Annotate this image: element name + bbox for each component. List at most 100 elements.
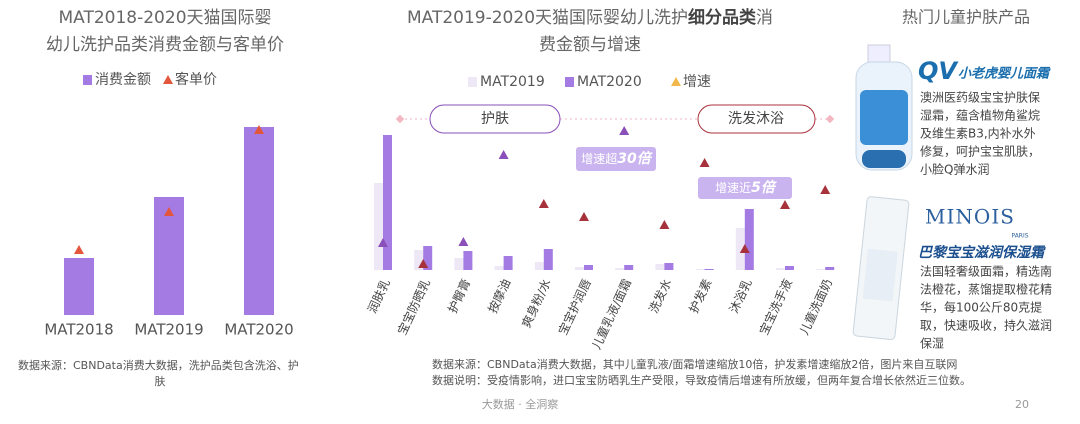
chart-title: 费金额与增速 — [539, 35, 641, 55]
x-tick-label: 按摩油 — [485, 276, 514, 315]
title-emphasis: 细分品类 — [688, 7, 757, 28]
product-image — [855, 44, 913, 171]
legend-swatch — [671, 77, 681, 86]
marker — [780, 200, 790, 209]
bar — [825, 267, 835, 270]
brand-logo: MINOIS — [925, 205, 1015, 229]
chart-title: MAT2018-2020天猫国际婴 — [58, 8, 271, 28]
marker — [254, 125, 264, 134]
title-part: 消 — [756, 8, 773, 28]
bar — [494, 266, 504, 270]
bar — [695, 269, 705, 270]
callout-emphasis: 5倍 — [751, 179, 777, 196]
panel-title: 热门儿童护肤产品 — [902, 8, 1030, 27]
legend-label: 消费金额 — [95, 72, 151, 88]
marker — [579, 212, 589, 221]
callout-emphasis: 30倍 — [617, 150, 652, 167]
x-tick-label: 洗发水 — [645, 276, 674, 315]
bar — [154, 197, 184, 315]
legend-label: 增速 — [683, 74, 711, 90]
page-number: 20 — [1015, 398, 1029, 411]
group-label: 洗发沐浴 — [728, 111, 784, 127]
source-note: 肤 — [155, 374, 166, 388]
bar — [534, 262, 544, 270]
bar — [624, 265, 634, 270]
x-tick-label: 爽身粉/水 — [518, 276, 554, 330]
x-tick-label: 润肤乳 — [364, 276, 393, 315]
marker — [458, 237, 469, 246]
chart-title: 幼儿洗护品类消费金额与客单价 — [46, 35, 284, 55]
marker — [699, 158, 710, 167]
product-image — [852, 196, 910, 341]
marker — [820, 185, 831, 194]
bar — [615, 268, 625, 270]
group-line-end — [825, 114, 835, 124]
group-box — [697, 104, 816, 134]
group-label: 护肤 — [481, 111, 509, 127]
source-note: 数据说明：受疫情影响，进口宝宝防晒乳生产受限，导致疫情后增速有所放缓，但两年复合… — [432, 373, 971, 387]
group-box — [429, 104, 561, 134]
bar — [816, 269, 826, 270]
product-description: 华，每100公斤80克提 — [920, 300, 1042, 315]
bar — [735, 228, 745, 270]
callout-box — [698, 177, 792, 199]
legend-swatch — [565, 77, 574, 87]
marker — [378, 238, 388, 247]
bar — [575, 267, 584, 270]
product-description: 湿霜，蕴含植物角鲨烷 — [920, 108, 1040, 123]
marker — [74, 245, 84, 254]
callout-box — [576, 147, 656, 171]
bar — [503, 256, 513, 270]
x-tick-label: 宝宝洗手液 — [756, 276, 795, 337]
product-description: 法国轻奢级面霜，精选南 — [920, 264, 1052, 279]
footer-tagline: 大数据 · 全洞察 — [482, 397, 559, 411]
legend-swatch — [468, 77, 477, 87]
legend-label: 客单价 — [175, 71, 217, 88]
x-tick-label: 护臀膏 — [444, 276, 473, 315]
callout: 增速超30倍 — [581, 150, 652, 167]
bar — [423, 246, 433, 270]
bar — [383, 135, 392, 270]
title-part: MAT2019-2020天猫国际婴幼儿洗护 — [407, 8, 688, 28]
bar — [655, 264, 665, 270]
x-tick-label: MAT2018 — [44, 321, 113, 339]
chart-title: MAT2019-2020天猫国际婴幼儿洗护细分品类消 — [407, 7, 773, 28]
marker — [659, 220, 670, 229]
marker — [619, 126, 630, 135]
product-description: 法橙花，蒸馏提取橙花精 — [920, 282, 1052, 297]
product-name: 小老虎婴儿面霜 — [958, 66, 1051, 82]
group-line-end — [395, 114, 405, 124]
x-tick-label: 宝宝护润唇 — [556, 277, 594, 337]
callout-text: 增速超 — [581, 151, 617, 166]
x-tick-label: 儿童乳液/面霜 — [588, 276, 634, 351]
bar — [543, 249, 553, 270]
x-tick-label: 宝宝防晒乳 — [394, 276, 433, 337]
bar — [374, 183, 383, 270]
bar — [664, 263, 674, 270]
product-description: 修复，呵护宝宝肌肤， — [920, 144, 1040, 159]
legend-label: MAT2020 — [577, 74, 642, 90]
bar — [414, 250, 424, 270]
bar — [64, 258, 94, 315]
x-tick-label: MAT2019 — [134, 321, 203, 339]
bar — [785, 266, 794, 270]
product-description: 保湿 — [920, 336, 944, 351]
brand-sub: PARIS — [1011, 233, 1028, 240]
bar — [704, 269, 714, 270]
bar — [776, 268, 785, 270]
bar — [454, 258, 464, 270]
x-tick-label: 护发素 — [686, 276, 715, 315]
source-note: 数据来源：CBNData消费大数据，洗护品类包含洗浴、护 — [18, 358, 299, 372]
marker — [418, 259, 429, 268]
bar — [463, 251, 473, 270]
legend-swatch — [163, 75, 173, 84]
bar — [244, 127, 274, 315]
bar — [744, 209, 754, 270]
x-tick-label: MAT2020 — [224, 321, 293, 339]
product-description: 澳洲医药级宝宝护肤保 — [920, 90, 1040, 105]
marker — [164, 207, 174, 216]
bar — [584, 265, 593, 270]
callout: 增速近5倍 — [715, 179, 777, 196]
product-description: 小脸Q弹水润 — [920, 163, 989, 177]
